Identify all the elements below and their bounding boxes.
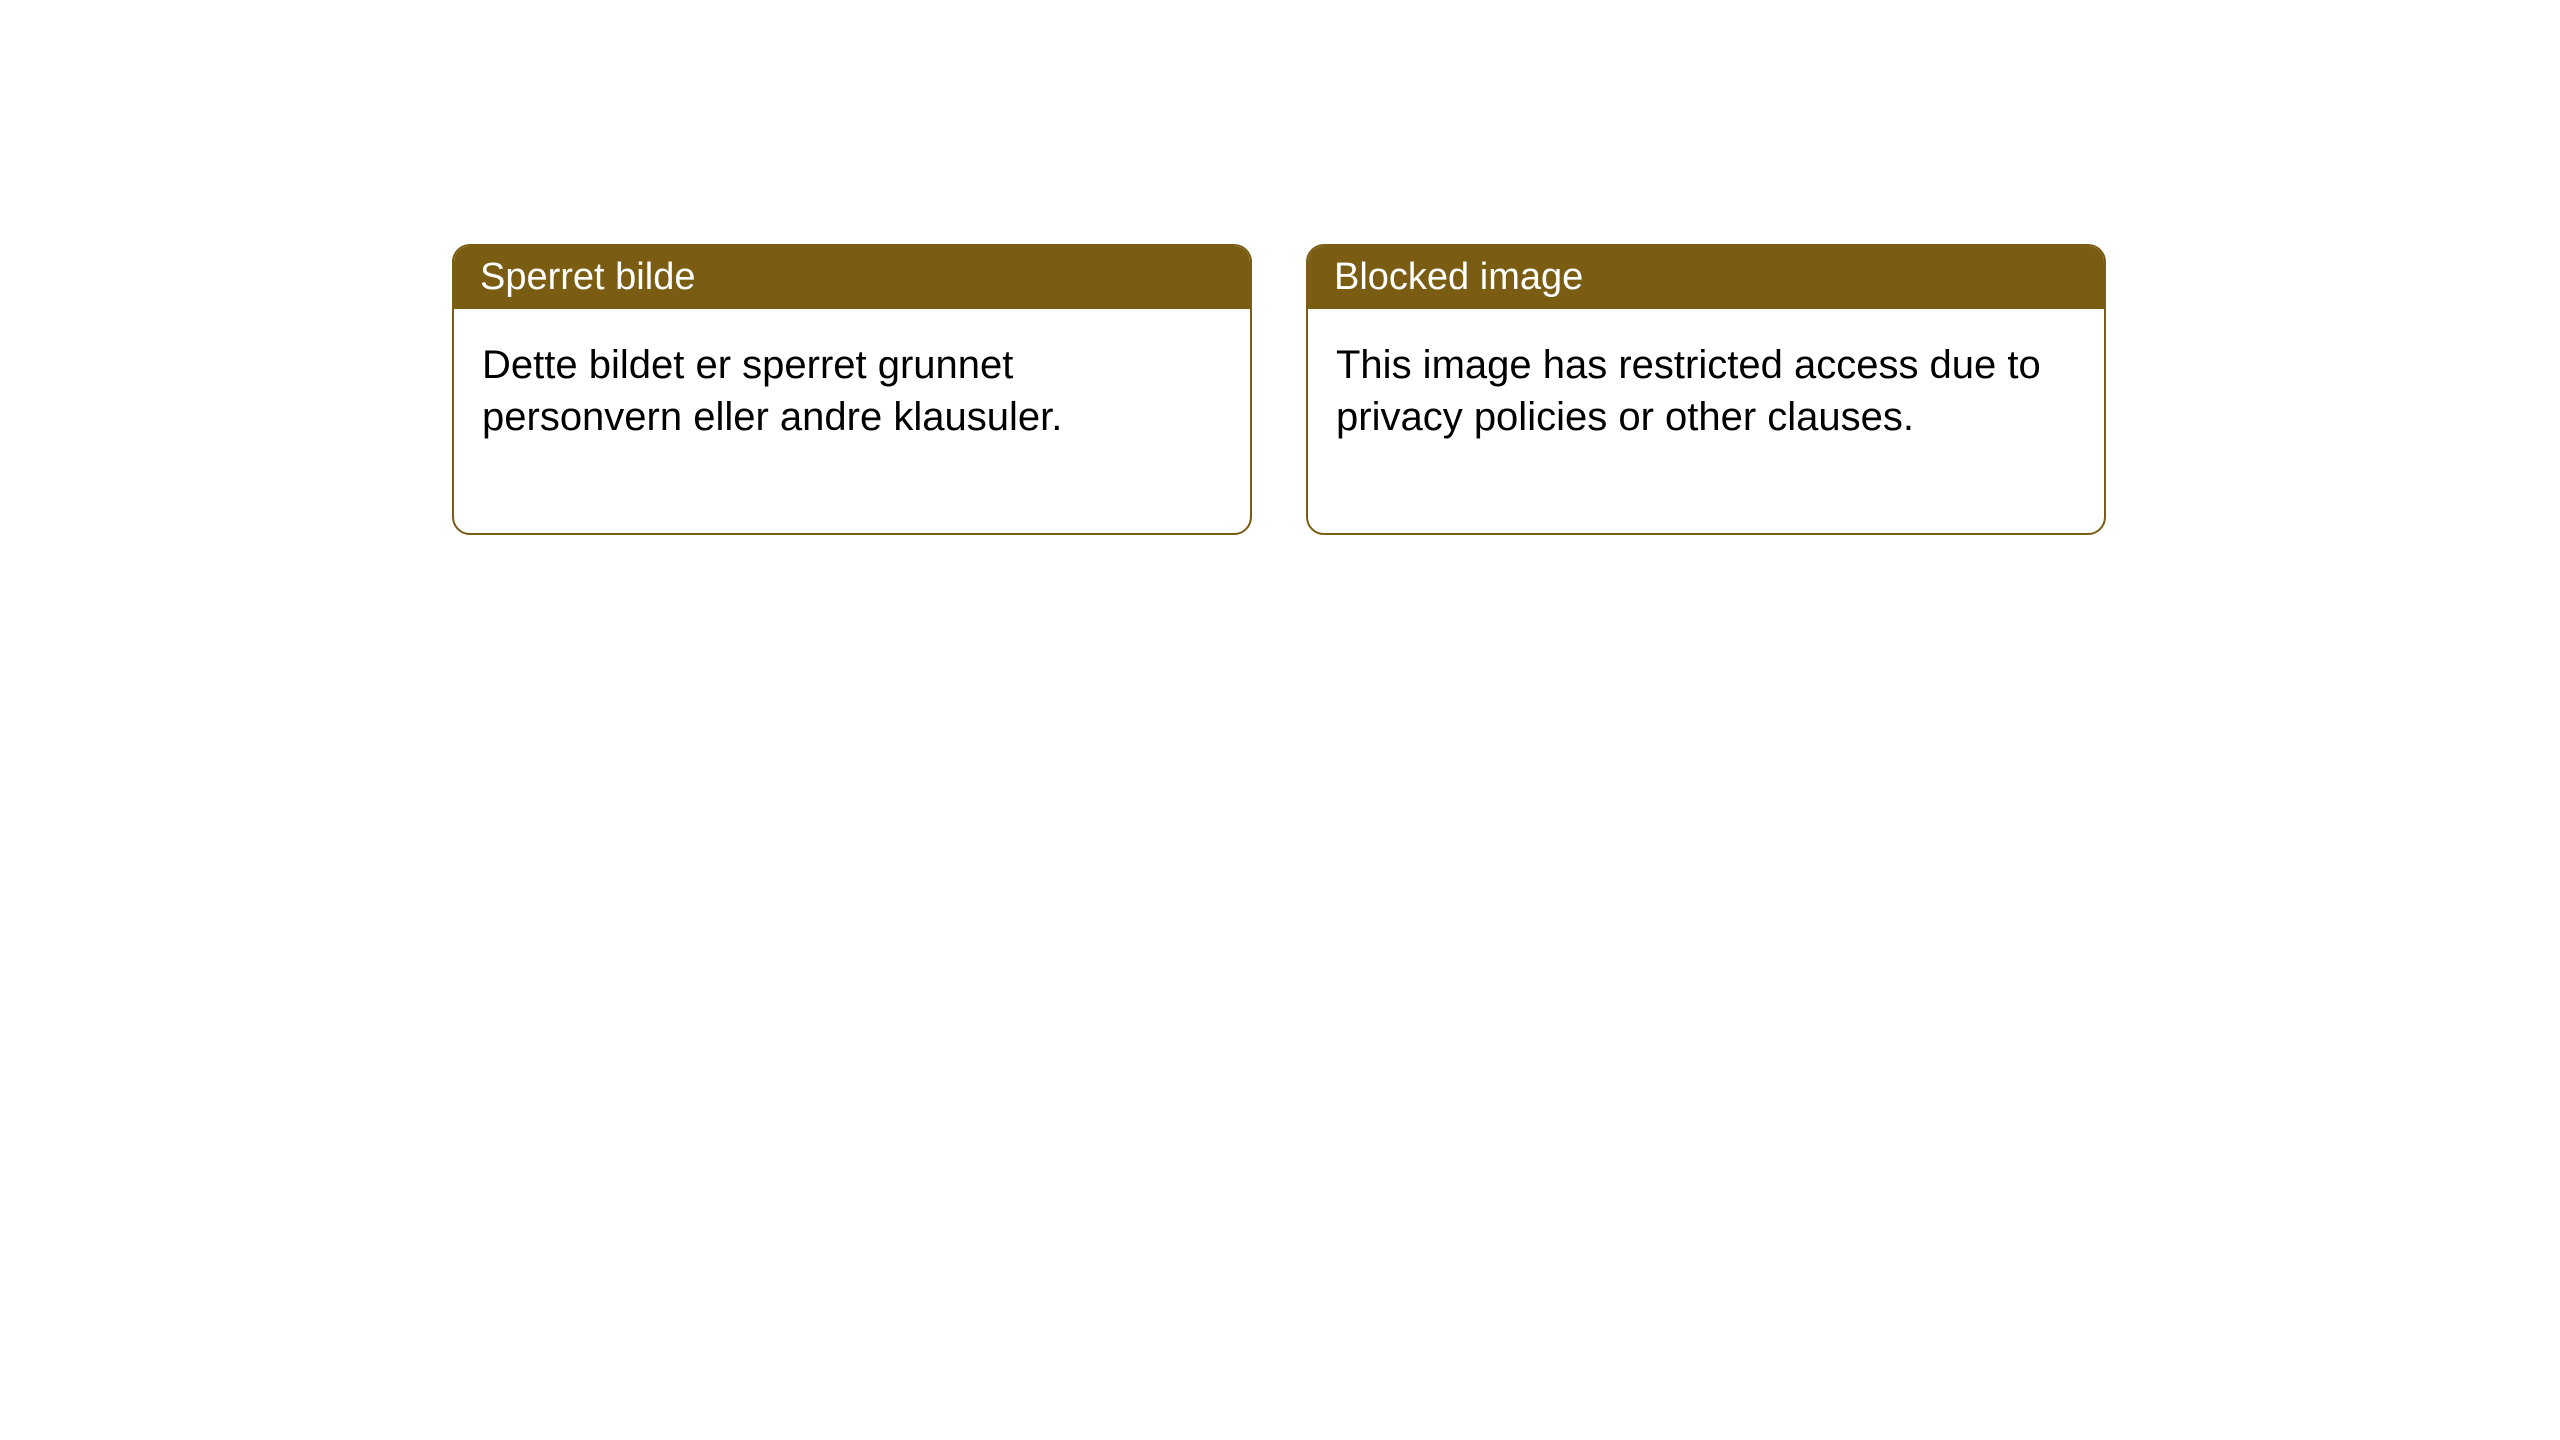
card-header: Blocked image <box>1308 246 2104 309</box>
card-body-text: This image has restricted access due to … <box>1336 343 2041 439</box>
card-title: Blocked image <box>1334 256 1583 298</box>
card-body: This image has restricted access due to … <box>1308 309 2104 533</box>
card-title: Sperret bilde <box>480 256 695 298</box>
card-header: Sperret bilde <box>454 246 1250 309</box>
notice-cards-container: Sperret bilde Dette bildet er sperret gr… <box>452 244 2106 535</box>
notice-card-norwegian: Sperret bilde Dette bildet er sperret gr… <box>452 244 1252 535</box>
card-body: Dette bildet er sperret grunnet personve… <box>454 309 1250 533</box>
notice-card-english: Blocked image This image has restricted … <box>1306 244 2106 535</box>
card-body-text: Dette bildet er sperret grunnet personve… <box>482 343 1062 439</box>
